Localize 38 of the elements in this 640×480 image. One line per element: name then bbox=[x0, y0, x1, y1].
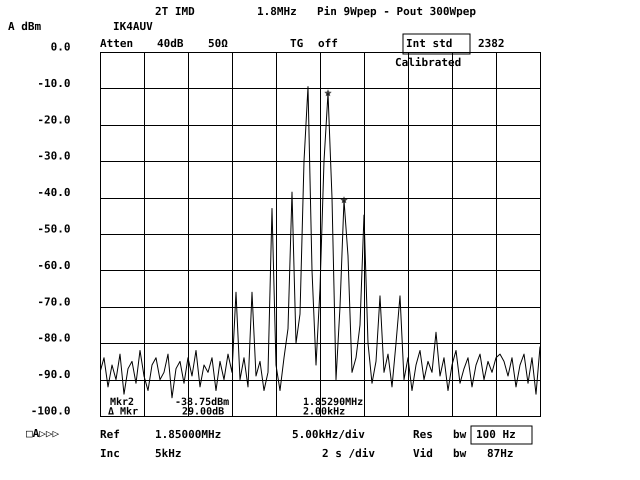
y-axis-title: A dBm bbox=[8, 20, 42, 33]
text: 5kHz bbox=[155, 447, 182, 460]
text: off bbox=[318, 37, 338, 50]
text: 5.00kHz/div bbox=[292, 428, 366, 441]
y-tick-label: -70.0 bbox=[37, 295, 70, 308]
text: TG bbox=[290, 37, 304, 50]
y-tick-label: -10.0 bbox=[37, 76, 70, 90]
text: IK4AUV bbox=[113, 20, 154, 33]
y-tick-label: -50.0 bbox=[37, 222, 70, 236]
text: Inc bbox=[100, 447, 120, 460]
y-tick-label: 0.0 bbox=[50, 40, 70, 54]
chart-title: 2T IMD bbox=[155, 5, 196, 18]
y-tick-label: -30.0 bbox=[37, 150, 70, 163]
text: 87Hz bbox=[487, 447, 514, 460]
annotation: Mkr2 bbox=[110, 397, 134, 408]
text: Res bbox=[413, 428, 433, 441]
y-tick-label: -100.0 bbox=[30, 404, 70, 418]
y-tick-label: -80.0 bbox=[37, 332, 70, 345]
text: bw bbox=[453, 428, 467, 441]
text: 1.8MHz bbox=[257, 5, 297, 18]
text: 50Ω bbox=[208, 37, 228, 50]
text: 40dB bbox=[157, 37, 184, 50]
text: Int std bbox=[406, 37, 452, 50]
y-tick-label: -40.0 bbox=[37, 186, 70, 200]
text: bw bbox=[453, 447, 467, 460]
y-tick-label: -60.0 bbox=[37, 258, 70, 272]
text: 2382 bbox=[478, 37, 504, 50]
text: □A▷▷▷ bbox=[26, 427, 60, 440]
text: Vid bbox=[413, 447, 433, 460]
text: Ref bbox=[100, 428, 120, 441]
annotation: Δ Mkr bbox=[108, 406, 138, 418]
chart-subtitle: Pin 9Wpep - Pout 300Wpep bbox=[317, 5, 476, 18]
y-tick-label: -90.0 bbox=[37, 368, 70, 382]
y-tick-label: -20.0 bbox=[37, 113, 70, 126]
text: Atten bbox=[100, 37, 134, 50]
text: 2 s /div bbox=[322, 447, 376, 460]
text: 1.85000MHz bbox=[155, 428, 222, 441]
text: 100 Hz bbox=[476, 428, 516, 441]
